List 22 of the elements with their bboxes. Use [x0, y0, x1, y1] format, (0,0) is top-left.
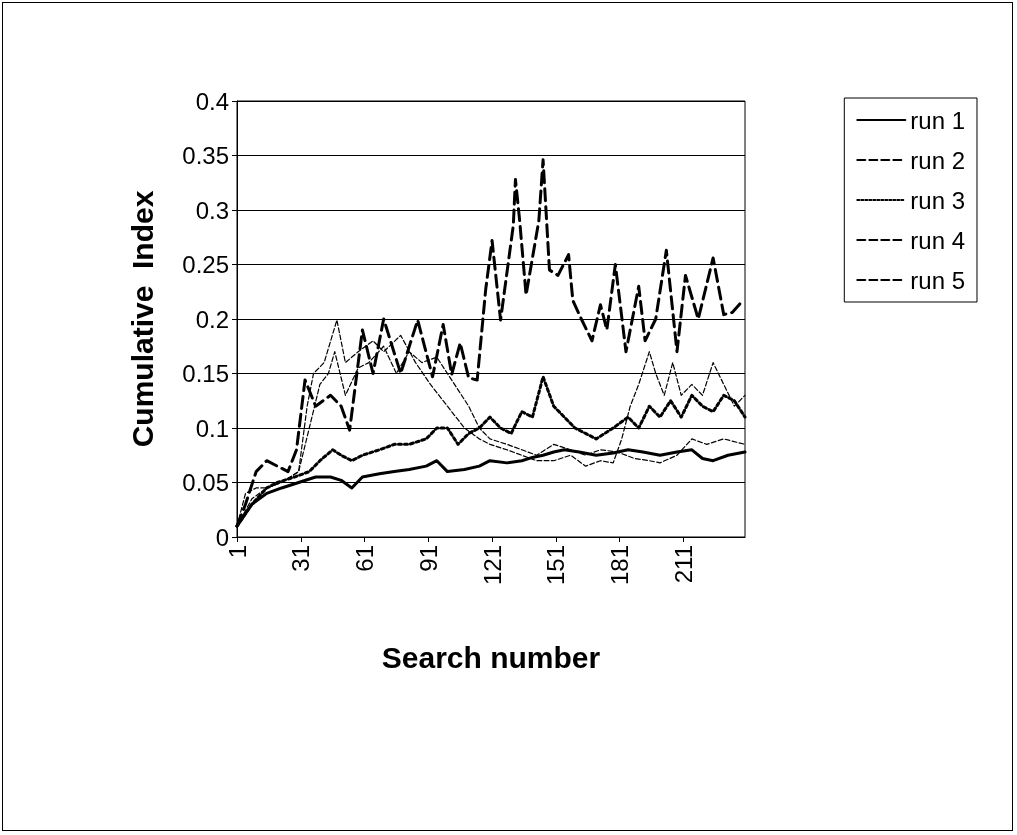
y-tick-label: 0.1	[195, 414, 229, 442]
x-tick-label: 211	[669, 545, 697, 584]
y-tick-label: 0.2	[195, 305, 229, 333]
x-tick-label: 31	[287, 545, 315, 572]
legend-label: run 1	[910, 106, 965, 134]
y-tick-label: 0.35	[182, 142, 229, 169]
x-tick-label: 151	[542, 545, 570, 586]
y-tick-label: 0.25	[182, 251, 229, 278]
legend-label: run 2	[910, 146, 965, 174]
y-tick-label: 0.4	[195, 87, 229, 115]
legend-label: run 3	[910, 186, 965, 214]
y-tick-label: 0.3	[195, 196, 229, 224]
x-tick-label: 61	[351, 545, 379, 572]
y-tick-label: 0.15	[182, 360, 229, 387]
legend-label: run 4	[910, 226, 965, 254]
legend-label: run 5	[910, 266, 965, 294]
x-axis-title: Search number	[381, 640, 601, 674]
x-tick-label: 91	[414, 545, 442, 572]
x-tick-label: 121	[478, 545, 506, 586]
y-axis-title: Cumulative Index	[125, 190, 159, 448]
y-tick-label: 0.05	[182, 469, 229, 496]
x-tick-label: 181	[606, 545, 634, 586]
